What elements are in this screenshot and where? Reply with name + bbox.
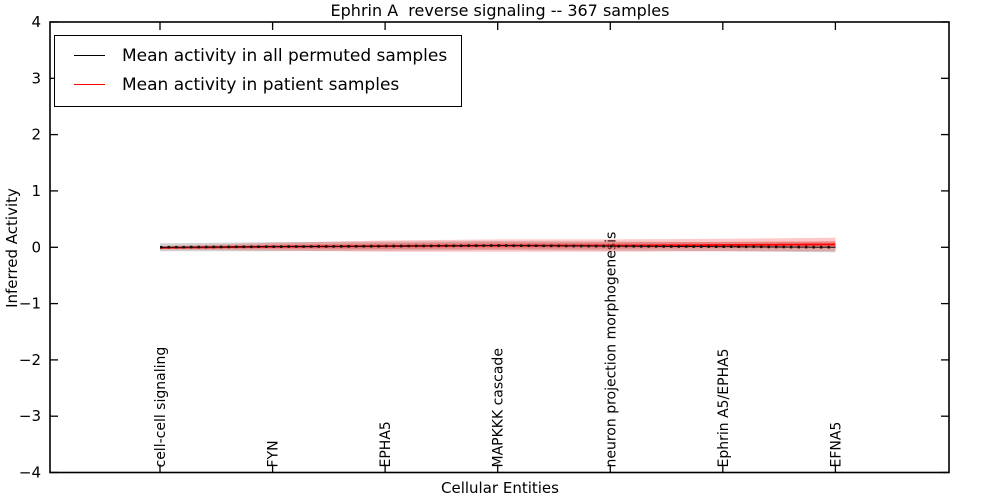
black-line-swatch-icon <box>74 55 105 56</box>
y-axis-label: Inferred Activity <box>3 188 21 308</box>
x-tick-label: FYN <box>266 440 282 467</box>
red-line-swatch-icon <box>74 84 105 85</box>
x-tick-label: EFNA5 <box>828 422 844 468</box>
x-axis-label: Cellular Entities <box>441 479 559 497</box>
x-tick-label: cell-cell signaling <box>153 347 169 468</box>
x-tick-label: Ephrin A5/EPHA5 <box>716 348 732 467</box>
legend-entry-patient: Mean activity in patient samples <box>61 70 447 99</box>
y-tick-label: −1 <box>19 295 41 313</box>
y-tick-label: 4 <box>31 13 41 31</box>
y-tick-label: −4 <box>19 464 41 482</box>
y-tick-label: −3 <box>19 407 41 425</box>
y-tick-label: 2 <box>31 126 41 144</box>
legend-box: Mean activity in all permuted samples Me… <box>54 35 463 107</box>
chart-title: Ephrin A reverse signaling -- 367 sample… <box>330 1 670 20</box>
y-tick-label: 3 <box>31 69 41 87</box>
legend-label-patient: Mean activity in patient samples <box>122 74 400 95</box>
y-tick-label: 1 <box>31 182 41 200</box>
x-tick-label: EPHA5 <box>378 421 394 467</box>
legend-entry-permuted: Mean activity in all permuted samples <box>61 41 447 70</box>
legend-label-permuted: Mean activity in all permuted samples <box>122 45 448 66</box>
permuted-mean-markers <box>159 244 836 249</box>
x-tick-label: MAPKKK cascade <box>491 348 507 467</box>
x-tick-label: neuron projection morphogenesis <box>603 232 619 468</box>
y-tick-label: 0 <box>31 238 41 256</box>
y-tick-label: −2 <box>19 351 41 369</box>
